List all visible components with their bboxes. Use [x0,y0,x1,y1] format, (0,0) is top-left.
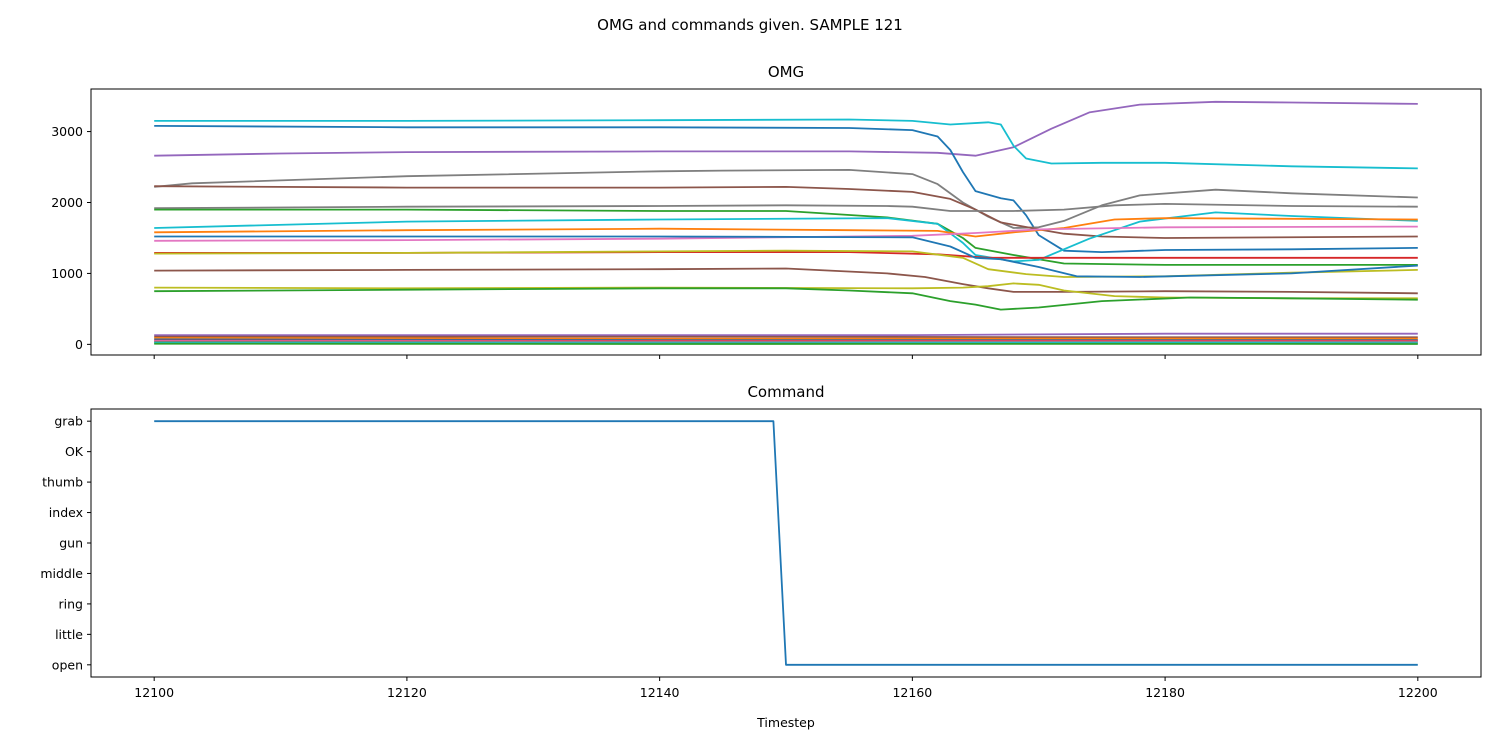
omg-title: OMG [768,63,804,81]
x-tick-label-2: 12140 [640,685,680,700]
omg-y-tick-label-1: 1000 [51,266,83,281]
omg-series-line-11 [154,249,1418,278]
x-tick-label-3: 12160 [892,685,932,700]
figure-suptitle: OMG and commands given. SAMPLE 121 [597,16,903,34]
omg-series-line-15 [154,287,1418,311]
omg-series-line-17 [154,335,1418,339]
x-tick-label-0: 12100 [134,685,174,700]
omg-series-line-16 [154,332,1418,336]
omg-y-tick-label-3: 3000 [51,124,83,139]
omg-series-line-13 [154,267,1418,295]
x-tick-label-1: 12120 [387,685,427,700]
omg-series-line-18 [154,337,1418,340]
command-series-line-0 [154,420,1418,666]
x-tick-label-4: 12180 [1145,685,1185,700]
omg-series-line-12 [154,235,1418,278]
omg-axes: OMG 0 1000 2000 3000 [51,63,1482,359]
command-y-tick-label-1: little [55,627,83,642]
command-y-tick-label-7: OK [65,444,84,459]
omg-y-tick-label-2: 2000 [51,195,83,210]
omg-series-line-2 [154,125,1418,253]
omg-series-line-1 [154,118,1418,170]
command-y-tick-label-3: middle [40,566,83,581]
command-y-tick-label-2: ring [59,596,83,611]
command-y-tick-label-0: open [52,657,83,672]
omg-series-line-6 [154,208,1418,266]
omg-series-line-8 [154,217,1418,238]
command-y-tick-label-6: thumb [42,475,83,490]
command-y-tick-label-5: index [49,505,83,520]
omg-series-line-0 [154,100,1418,157]
omg-series-line-9 [154,225,1418,242]
x-axis-label: Timestep [756,715,815,730]
command-title: Command [747,383,824,401]
omg-y-tick-label-0: 0 [75,337,83,352]
command-frame [90,408,1482,678]
omg-series-line-5 [154,203,1418,212]
x-tick-label-5: 12200 [1398,685,1438,700]
omg-frame [90,88,1482,356]
command-y-tick-label-4: gun [59,536,83,551]
command-y-tick-label-8: grab [54,414,83,429]
command-axes: Command 12100 12120 12140 12160 12180 12200 op… [40,383,1482,700]
